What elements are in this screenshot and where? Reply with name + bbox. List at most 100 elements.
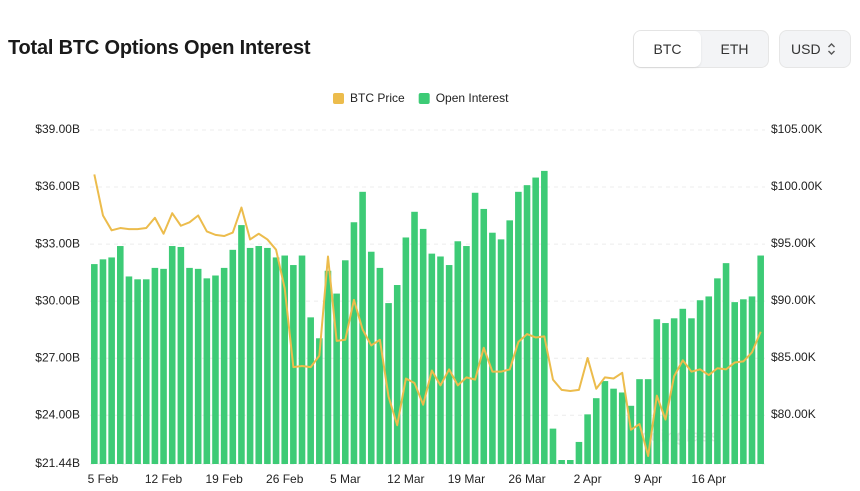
legend-swatch (418, 93, 430, 104)
bar (333, 293, 340, 464)
currency-select[interactable]: USD (779, 30, 851, 68)
bar (731, 302, 738, 464)
price-line (93, 174, 762, 458)
bar (532, 177, 539, 464)
bar (376, 267, 384, 464)
toggle-option[interactable]: BTC (634, 31, 701, 67)
bar (480, 208, 488, 464)
bar (203, 278, 211, 464)
bar (367, 251, 375, 464)
y-tick-label: $33.00B (35, 236, 80, 250)
bar (584, 414, 591, 464)
bar (350, 222, 358, 464)
bar (722, 263, 730, 464)
y2-tick-label: $95.00K (771, 236, 816, 250)
bar (428, 253, 436, 464)
page-title: Total BTC Options Open Interest (8, 37, 311, 59)
bar (696, 300, 704, 464)
bar (160, 268, 167, 464)
bar (463, 246, 470, 464)
bar (186, 267, 193, 464)
bar (471, 192, 479, 465)
bar (653, 319, 661, 464)
bar (714, 278, 721, 464)
bar (445, 265, 453, 464)
bar (748, 296, 756, 464)
toggle-option[interactable]: ETH (720, 41, 749, 57)
x-tick-label: 19 Feb (205, 472, 243, 486)
bar (393, 285, 401, 464)
bar (489, 232, 496, 464)
y-tick-label: $30.00B (35, 293, 80, 307)
y-tick-label: $36.00B (35, 179, 80, 193)
bar (662, 323, 669, 464)
bar (246, 247, 254, 464)
bar (740, 299, 747, 464)
x-tick-label: 16 Apr (691, 472, 726, 486)
bar (142, 279, 150, 464)
legend: BTC Price Open Interest (333, 91, 509, 105)
bar (688, 318, 695, 464)
bar (419, 228, 427, 464)
bar (411, 211, 418, 464)
bar (437, 256, 444, 464)
bar (212, 275, 219, 464)
bar (220, 267, 228, 464)
bar (194, 268, 202, 464)
bar (558, 460, 565, 464)
bar (108, 257, 115, 464)
bar (705, 296, 713, 464)
bar (549, 428, 557, 464)
bar (272, 257, 280, 464)
bar (255, 246, 263, 464)
x-tick-label: 26 Mar (508, 472, 545, 486)
currency-label: USD (791, 41, 821, 57)
bar (679, 308, 687, 464)
bar (567, 460, 574, 464)
bar (523, 185, 531, 464)
bar (670, 318, 678, 464)
bar (454, 241, 462, 464)
y2-tick-label: $85.00K (771, 350, 816, 364)
legend-label: BTC Price (350, 91, 405, 105)
x-tick-label: 19 Mar (448, 472, 485, 486)
bar (627, 405, 635, 464)
bar (506, 220, 513, 464)
x-tick-label: 2 Apr (574, 472, 602, 486)
bar (99, 259, 107, 464)
bar (497, 239, 505, 464)
bar (125, 276, 133, 464)
bar (324, 270, 332, 464)
x-tick-label: 12 Feb (145, 472, 183, 486)
x-tick-label: 9 Apr (634, 472, 662, 486)
bar (229, 249, 237, 464)
legend-swatch (333, 93, 344, 104)
x-tick-label: 12 Mar (387, 472, 424, 486)
y-tick-label: $39.00B (35, 122, 80, 136)
legend-label: Open Interest (436, 91, 509, 105)
bar (592, 398, 600, 464)
bar (757, 255, 764, 464)
bar (610, 388, 617, 464)
bar (281, 255, 288, 464)
y2-tick-label: $90.00K (771, 293, 816, 307)
coin-toggle: BTC ETH (633, 30, 769, 68)
bar (298, 255, 306, 464)
bar (618, 392, 626, 464)
bar (134, 279, 141, 464)
y-tick-label: $21.44B (35, 456, 80, 470)
bar (644, 379, 652, 464)
y2-tick-label: $80.00K (771, 407, 816, 421)
bar (307, 317, 314, 464)
bar (402, 237, 410, 464)
y-tick-label: $24.00B (35, 407, 80, 421)
x-tick-label: 5 Mar (330, 472, 361, 486)
bar (342, 260, 349, 464)
bar (316, 338, 323, 464)
y2-tick-label: $100.00K (771, 179, 822, 193)
bar (177, 246, 185, 464)
bar (601, 381, 609, 464)
bar (151, 267, 159, 464)
